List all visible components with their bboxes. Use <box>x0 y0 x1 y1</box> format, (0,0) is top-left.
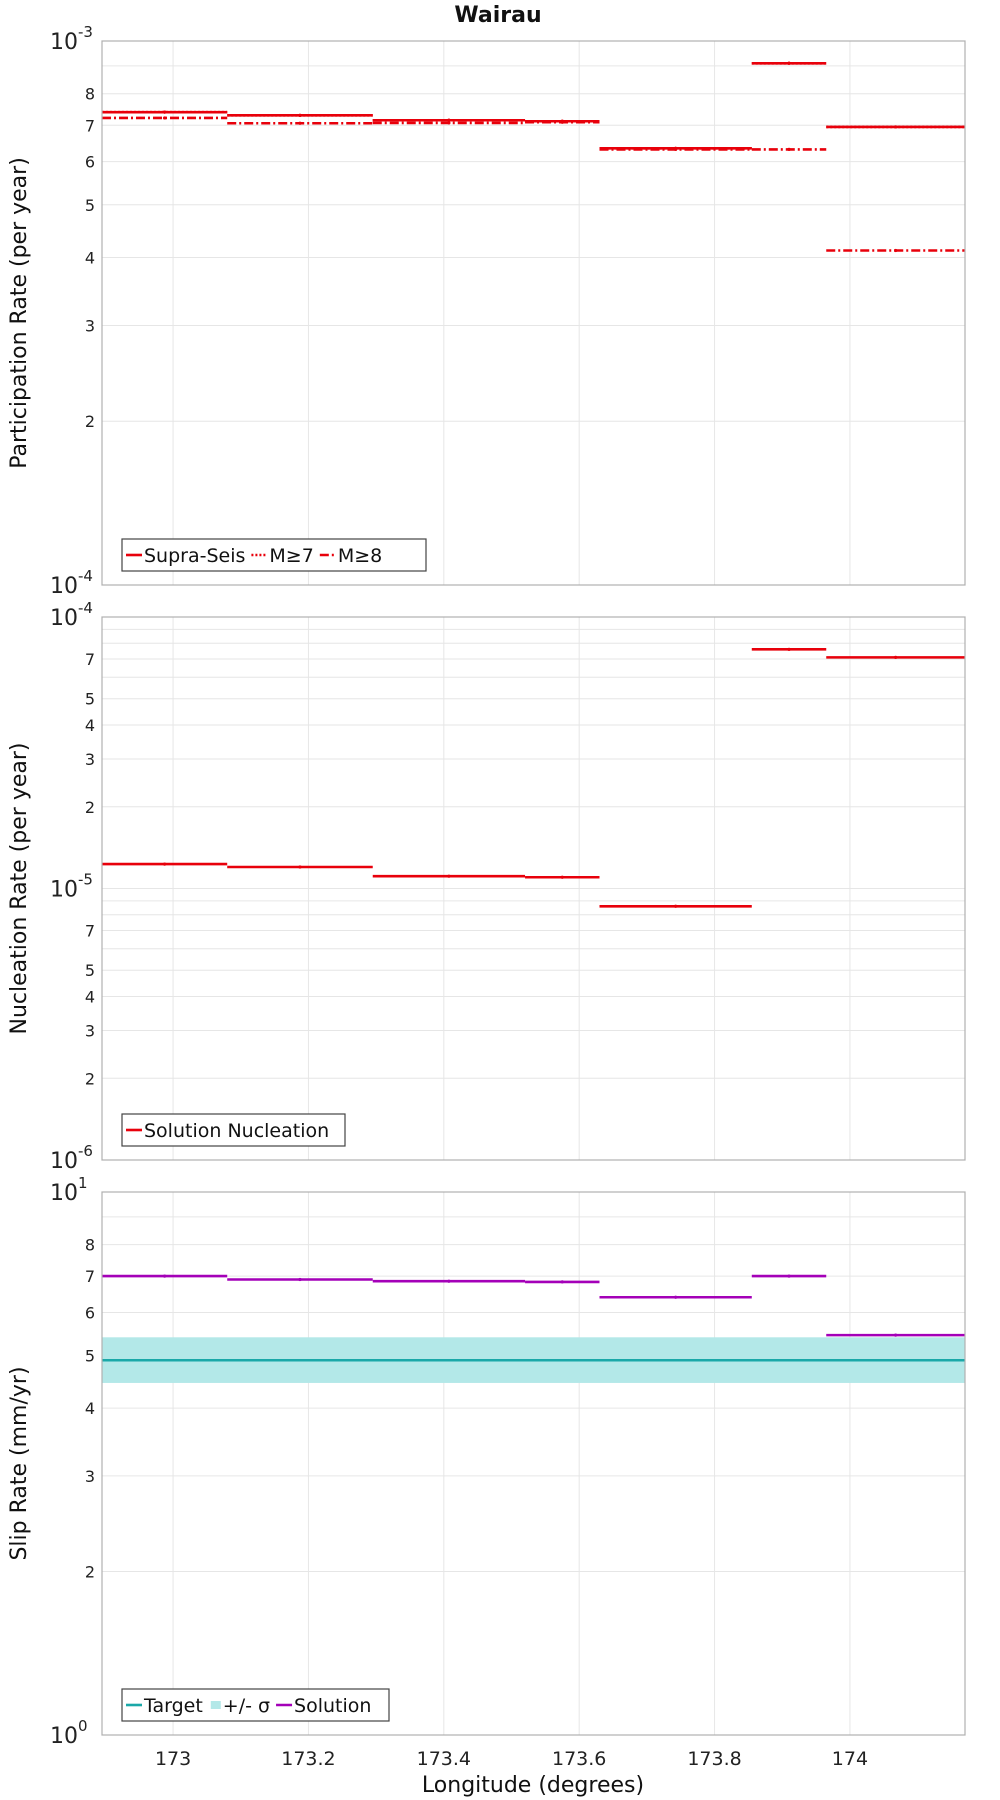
y-tick-label: 2 <box>85 798 95 817</box>
legend: Supra-Seis M≥7 M≥8 <box>121 538 427 572</box>
series-point <box>298 1277 302 1282</box>
y-major-tick-exponent: -4 <box>78 599 93 617</box>
series-point <box>298 121 302 125</box>
y-major-tick-exponent: -4 <box>78 567 93 585</box>
y-major-tick-exponent: 0 <box>78 1717 88 1735</box>
plot-frame <box>101 616 966 1161</box>
series-point <box>560 1280 564 1284</box>
y-major-tick-exponent: -3 <box>78 23 93 41</box>
legend: Target +/- σ Solution <box>121 1688 390 1722</box>
y-major-tick-exponent: -6 <box>78 1142 93 1160</box>
y-tick-label: 5 <box>85 196 95 215</box>
legend-box <box>121 538 427 572</box>
y-major-tick-label: 10 <box>50 30 78 55</box>
series-point <box>447 1279 451 1283</box>
series-point <box>894 655 898 659</box>
y-major-tick-exponent: 1 <box>78 1174 88 1192</box>
plot-area <box>102 41 965 585</box>
legend-swatch <box>210 1701 221 1709</box>
plot-area <box>102 1192 965 1735</box>
legend-label: M≥7 <box>269 545 313 567</box>
series-point <box>674 1295 678 1299</box>
y-tick-label: 8 <box>85 1236 95 1255</box>
legend-label: Supra-Seis <box>144 545 245 567</box>
y-tick-label: 5 <box>85 1346 95 1365</box>
y-tick-label: 7 <box>85 116 95 135</box>
series-point <box>787 647 791 651</box>
x-tick-label: 173.8 <box>687 1748 741 1770</box>
legend-label: M≥8 <box>338 545 382 567</box>
series-point <box>787 1274 791 1278</box>
x-tick-label: 173.6 <box>552 1748 606 1770</box>
series-point <box>894 125 898 129</box>
series-point <box>787 147 791 152</box>
legend-box <box>121 1113 346 1147</box>
series-point <box>894 248 898 253</box>
y-major-tick-label: 10 <box>50 1149 78 1174</box>
plot-frame <box>101 40 966 586</box>
y-tick-label: 6 <box>85 153 95 172</box>
series-point <box>298 865 302 869</box>
y-tick-label: 6 <box>85 1303 95 1322</box>
legend-label: Target <box>143 1695 203 1717</box>
y-tick-label: 7 <box>85 922 95 941</box>
legend-box <box>121 1688 390 1722</box>
series-point <box>447 118 451 122</box>
series-point <box>298 113 302 117</box>
y-tick-label: 7 <box>85 1267 95 1286</box>
x-tick-label: 173 <box>155 1748 191 1770</box>
y-tick-label: 4 <box>85 716 95 735</box>
legend-label: Solution <box>294 1695 371 1717</box>
y-axis-label: Participation Rate (per year) <box>7 157 32 469</box>
series-point <box>894 1333 898 1337</box>
y-tick-label: 8 <box>85 85 95 104</box>
y-tick-label: 5 <box>85 961 95 980</box>
series-point <box>560 120 564 124</box>
y-tick-label: 5 <box>85 690 95 709</box>
y-tick-label: 4 <box>85 248 95 267</box>
series-point <box>447 874 451 878</box>
x-tick-label: 174 <box>832 1748 868 1770</box>
y-tick-label: 3 <box>85 1021 95 1040</box>
y-tick-label: 3 <box>85 1467 95 1486</box>
legend-label: Solution Nucleation <box>144 1120 329 1142</box>
y-axis-label: Slip Rate (mm/yr) <box>7 1366 32 1560</box>
y-major-tick-exponent: -5 <box>78 871 93 889</box>
series-point <box>163 1274 167 1278</box>
legend-label: +/- σ <box>223 1695 270 1717</box>
plot-frame <box>101 1191 966 1736</box>
y-axis-label: Nucleation Rate (per year) <box>7 743 32 1035</box>
y-major-tick-label: 10 <box>50 878 78 903</box>
x-axis-label: Longitude (degrees) <box>422 1773 644 1798</box>
y-tick-label: 7 <box>85 650 95 669</box>
series-point <box>163 116 167 120</box>
series-point <box>447 121 451 125</box>
y-tick-label: 4 <box>85 988 95 1007</box>
y-major-tick-label: 10 <box>50 1181 78 1206</box>
series-point <box>674 147 678 152</box>
y-tick-label: 4 <box>85 1399 95 1418</box>
y-tick-label: 2 <box>85 412 95 431</box>
legend: Solution Nucleation <box>121 1113 346 1147</box>
y-tick-label: 2 <box>85 1069 95 1088</box>
y-major-tick-label: 10 <box>50 574 78 599</box>
series-point <box>674 904 678 908</box>
y-tick-label: 3 <box>85 750 95 769</box>
series-point <box>163 110 167 114</box>
y-major-tick-label: 10 <box>50 606 78 631</box>
series-point <box>787 61 791 65</box>
y-tick-label: 3 <box>85 316 95 335</box>
series-point <box>560 875 564 879</box>
x-tick-label: 173.4 <box>417 1748 471 1770</box>
series-point <box>163 862 167 866</box>
x-tick-label: 173.2 <box>281 1748 335 1770</box>
chart-title: Wairau <box>454 3 541 28</box>
y-major-tick-label: 10 <box>50 1724 78 1749</box>
y-tick-label: 2 <box>85 1563 95 1582</box>
